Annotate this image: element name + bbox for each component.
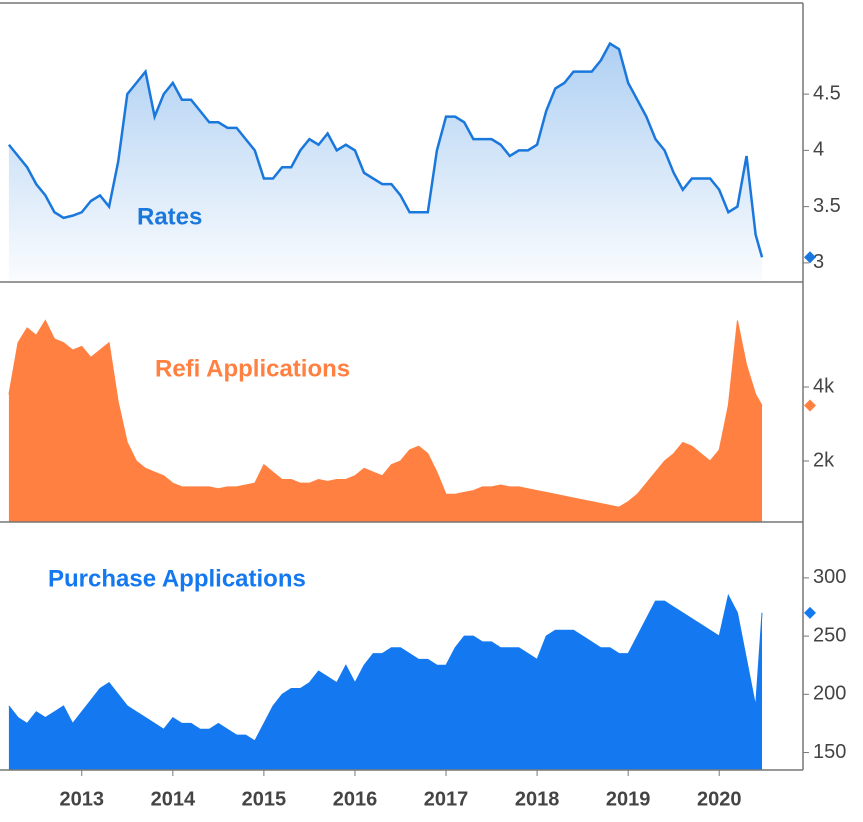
- area-fill: [8, 320, 763, 522]
- x-tick-label: 2019: [606, 788, 651, 810]
- last-value-marker: [804, 606, 816, 619]
- y-tick-label: 4k: [813, 375, 835, 397]
- area-fill: [8, 43, 763, 282]
- y-tick-label: 4.5: [813, 82, 841, 104]
- x-tick-label: 2013: [60, 788, 105, 810]
- x-tick-label: 2018: [515, 788, 560, 810]
- panel-title: Refi Applications: [155, 355, 350, 382]
- y-tick-label: 200: [813, 683, 846, 705]
- y-tick-label: 3: [813, 251, 824, 273]
- area-line: [8, 593, 763, 742]
- panel-title: Rates: [137, 203, 202, 230]
- x-tick-label: 2017: [424, 788, 469, 810]
- last-value-marker: [804, 251, 816, 264]
- y-tick-label: 150: [813, 741, 846, 763]
- rate-line: [7, 41, 764, 258]
- area-line: [8, 319, 763, 508]
- panel-title: Purchase Applications: [48, 565, 306, 592]
- y-tick-label: 2k: [813, 449, 835, 471]
- y-tick-label: 3.5: [813, 195, 841, 217]
- y-tick-label: 4: [813, 139, 824, 161]
- x-tick-label: 2016: [333, 788, 378, 810]
- x-tick-label: 2014: [151, 788, 196, 810]
- last-value-marker: [804, 399, 816, 412]
- area-fill: [8, 595, 763, 770]
- x-tick-label: 2020: [697, 788, 742, 810]
- y-tick-label: 300: [813, 566, 846, 588]
- x-tick-label: 2015: [242, 788, 287, 810]
- y-tick-label: 250: [813, 624, 846, 646]
